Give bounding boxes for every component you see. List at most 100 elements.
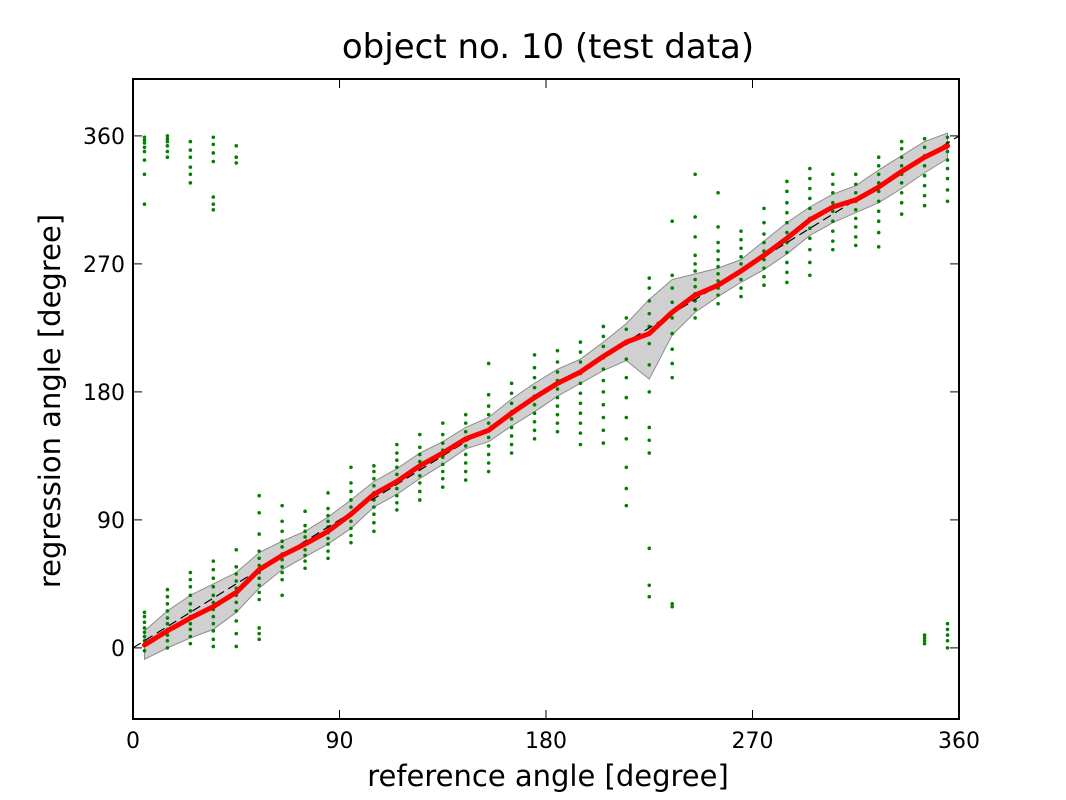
data-point bbox=[853, 172, 858, 177]
data-point bbox=[555, 387, 560, 391]
data-point bbox=[647, 299, 652, 303]
data-point bbox=[647, 286, 652, 290]
data-point bbox=[647, 311, 652, 316]
data-point bbox=[257, 576, 261, 580]
data-point bbox=[624, 437, 629, 441]
data-point bbox=[463, 444, 468, 448]
data-point bbox=[945, 627, 950, 632]
data-point bbox=[395, 442, 399, 447]
data-point bbox=[486, 444, 491, 448]
data-point bbox=[326, 536, 330, 541]
data-point bbox=[578, 442, 583, 447]
data-point bbox=[601, 415, 606, 420]
data-point bbox=[395, 451, 399, 455]
data-point bbox=[395, 465, 399, 470]
data-point bbox=[876, 245, 881, 249]
data-point bbox=[716, 225, 720, 229]
data-point bbox=[624, 316, 629, 320]
data-point bbox=[142, 202, 147, 206]
data-point bbox=[716, 301, 720, 306]
data-point bbox=[349, 465, 353, 470]
data-point bbox=[785, 260, 789, 265]
data-point bbox=[257, 631, 261, 636]
data-point bbox=[808, 196, 812, 201]
data-point bbox=[211, 593, 216, 598]
data-point bbox=[165, 594, 170, 599]
data-point bbox=[853, 235, 858, 239]
data-point bbox=[922, 193, 927, 198]
data-point bbox=[876, 230, 881, 235]
data-point bbox=[372, 520, 376, 525]
data-point bbox=[785, 280, 789, 285]
data-point bbox=[142, 610, 147, 615]
data-point bbox=[463, 478, 468, 482]
data-point bbox=[509, 391, 514, 396]
data-point bbox=[486, 361, 491, 366]
x-tick-label: 90 bbox=[326, 729, 354, 754]
data-point bbox=[142, 172, 147, 177]
data-point bbox=[188, 148, 193, 152]
data-point bbox=[876, 219, 881, 224]
data-point bbox=[624, 465, 629, 470]
data-point bbox=[486, 412, 491, 417]
data-point bbox=[624, 415, 629, 420]
data-point bbox=[647, 390, 652, 394]
data-point bbox=[234, 161, 239, 165]
data-point bbox=[395, 493, 399, 498]
data-point bbox=[280, 539, 284, 544]
axis-ticks: 0 90 180 270 360 0 90 180 270 360 bbox=[83, 79, 980, 754]
data-point bbox=[280, 545, 284, 549]
data-point bbox=[440, 469, 445, 474]
data-point bbox=[303, 547, 307, 552]
data-point bbox=[418, 445, 422, 450]
data-point bbox=[234, 565, 239, 569]
data-point bbox=[670, 219, 674, 224]
data-point bbox=[945, 188, 950, 192]
data-point bbox=[211, 629, 216, 633]
data-point bbox=[739, 286, 743, 290]
data-point bbox=[716, 264, 720, 269]
data-point bbox=[647, 451, 652, 455]
data-point bbox=[211, 614, 216, 619]
data-point bbox=[234, 619, 239, 623]
data-point bbox=[647, 438, 652, 443]
data-point bbox=[211, 135, 216, 140]
data-point bbox=[670, 375, 674, 380]
data-point bbox=[257, 637, 261, 642]
data-point bbox=[555, 412, 560, 417]
data-point bbox=[188, 593, 193, 598]
data-point bbox=[785, 230, 789, 235]
data-point bbox=[372, 505, 376, 509]
data-point bbox=[716, 240, 720, 245]
data-point bbox=[762, 206, 766, 211]
data-point bbox=[532, 353, 537, 357]
data-point bbox=[808, 176, 812, 181]
data-point bbox=[945, 135, 950, 140]
data-point bbox=[624, 486, 629, 491]
data-point bbox=[257, 493, 261, 498]
data-point bbox=[693, 277, 697, 282]
data-point bbox=[303, 559, 307, 563]
data-point bbox=[945, 621, 950, 626]
data-point bbox=[326, 491, 330, 495]
data-point bbox=[372, 464, 376, 468]
data-point bbox=[831, 219, 835, 224]
data-point bbox=[142, 626, 147, 630]
data-point bbox=[280, 570, 284, 575]
data-point bbox=[647, 594, 652, 599]
data-point bbox=[486, 435, 491, 440]
data-point bbox=[463, 421, 468, 425]
data-point bbox=[555, 370, 560, 374]
data-point bbox=[509, 425, 514, 430]
data-point bbox=[739, 246, 743, 251]
data-point bbox=[188, 584, 193, 589]
data-point bbox=[808, 236, 812, 241]
data-point bbox=[785, 189, 789, 194]
data-point bbox=[808, 166, 812, 171]
data-point bbox=[532, 365, 537, 370]
data-point bbox=[670, 602, 674, 606]
data-point bbox=[785, 210, 789, 215]
data-point bbox=[693, 215, 697, 219]
data-point bbox=[578, 431, 583, 435]
